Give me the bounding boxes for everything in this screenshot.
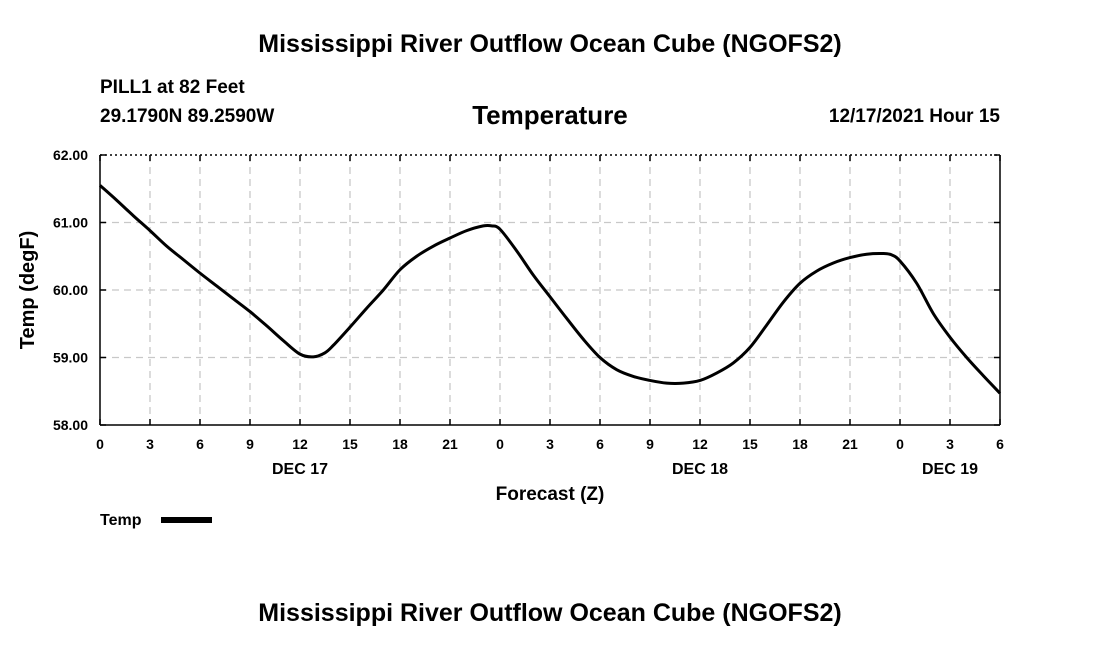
main-title: Mississippi River Outflow Ocean Cube (NG… [258,30,842,58]
date-label: DEC 17 [272,461,328,478]
y-axis-title: Temp (degF) [17,231,39,350]
y-tick-label: 59.00 [53,350,88,366]
y-tick-label: 60.00 [53,282,88,298]
x-tick-label: 3 [946,436,954,452]
x-tick-label: 12 [692,436,708,452]
x-tick-label: 15 [342,436,358,452]
station-label: PILL1 at 82 Feet [100,77,245,98]
x-tick-label: 12 [292,436,308,452]
x-tick-label: 15 [742,436,758,452]
chart-subtitle: Temperature [472,100,628,130]
x-tick-label: 0 [896,436,904,452]
x-tick-label: 21 [842,436,858,452]
y-tick-label: 62.00 [53,147,88,163]
x-tick-label: 18 [792,436,808,452]
x-tick-label: 0 [496,436,504,452]
series-line-temp [99,184,1002,395]
x-tick-label: 9 [246,436,254,452]
x-tick-label: 6 [596,436,604,452]
x-tick-label: 3 [546,436,554,452]
date-label: DEC 19 [922,461,978,478]
x-tick-label: 21 [442,436,458,452]
x-tick-label: 6 [996,436,1004,452]
y-tick-label: 58.00 [53,417,88,433]
x-tick-label: 6 [196,436,204,452]
x-axis-title: Forecast (Z) [496,484,605,505]
footer-title: Mississippi River Outflow Ocean Cube (NG… [258,599,842,627]
x-tick-label: 9 [646,436,654,452]
coordinates-label: 29.1790N 89.2590W [100,106,275,127]
date-label: DEC 18 [672,461,728,478]
x-tick-label: 3 [146,436,154,452]
y-tick-label: 61.00 [53,215,88,231]
datetime-label: 12/17/2021 Hour 15 [828,106,1000,127]
x-tick-label: 0 [96,436,104,452]
x-tick-label: 18 [392,436,408,452]
legend-label: Temp [100,512,142,529]
